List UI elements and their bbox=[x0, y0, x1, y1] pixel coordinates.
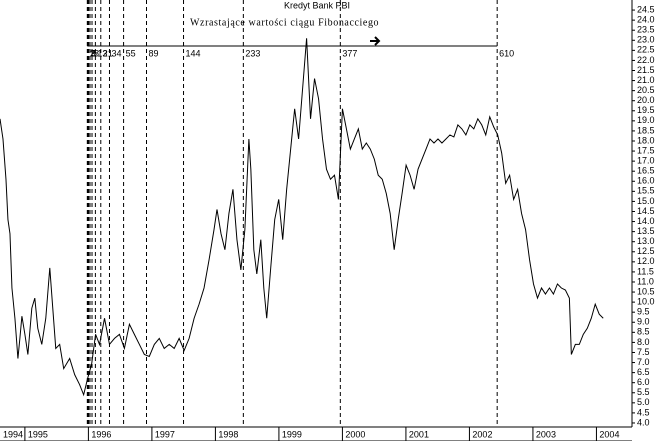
y-tick-label: 9.0 bbox=[637, 317, 650, 327]
y-tick-label: 5.5 bbox=[637, 387, 650, 397]
y-tick-label: 20.0 bbox=[637, 95, 655, 105]
y-tick-label: 11.5 bbox=[637, 266, 654, 276]
x-tick-label: 2003 bbox=[536, 429, 556, 439]
y-tick-label: 18.5 bbox=[637, 125, 655, 135]
fibonacci-label: 34 bbox=[111, 48, 121, 58]
y-tick-label: 22.0 bbox=[637, 55, 655, 65]
y-tick-label: 18.0 bbox=[637, 135, 655, 145]
y-tick-label: 21.0 bbox=[637, 75, 655, 85]
y-tick-label: 10.5 bbox=[637, 286, 655, 296]
x-tick-label: 2002 bbox=[472, 429, 492, 439]
x-tick-label: 1996 bbox=[91, 429, 111, 439]
y-tick-label: 24.0 bbox=[637, 15, 655, 25]
y-tick-label: 23.5 bbox=[637, 25, 655, 35]
price-line bbox=[0, 38, 604, 397]
y-tick-label: 15.0 bbox=[637, 196, 655, 206]
y-tick-label: 5.0 bbox=[637, 397, 650, 407]
y-tick-label: 21.5 bbox=[637, 65, 655, 75]
fibonacci-label: 21 bbox=[103, 48, 113, 58]
y-tick-label: 17.5 bbox=[637, 145, 655, 155]
x-tick-label: 2004 bbox=[599, 429, 619, 439]
fibonacci-label: 610 bbox=[499, 48, 514, 58]
y-tick-label: 12.0 bbox=[637, 256, 655, 266]
x-tick-label: 1994 bbox=[3, 429, 23, 439]
annotation: Wzrastające wartości ciągu Fibonacciego bbox=[190, 17, 379, 28]
chart-title: Kredyt Bank PBI bbox=[284, 0, 350, 10]
fibonacci-label: 13 bbox=[97, 48, 107, 58]
y-tick-label: 14.5 bbox=[637, 206, 655, 216]
x-tick-label: 1995 bbox=[28, 429, 48, 439]
y-tick-label: 4.0 bbox=[637, 417, 650, 427]
x-tick-label: 1999 bbox=[282, 429, 302, 439]
x-tick-label: 1997 bbox=[155, 429, 175, 439]
y-tick-label: 15.5 bbox=[637, 186, 655, 196]
y-tick-label: 9.5 bbox=[637, 307, 650, 317]
fibonacci-label: 5 bbox=[92, 48, 97, 58]
y-tick-label: 16.0 bbox=[637, 176, 655, 186]
fibonacci-label: 55 bbox=[126, 48, 136, 58]
fibonacci-label: 3 bbox=[91, 48, 96, 58]
y-tick-label: 12.5 bbox=[637, 246, 655, 256]
y-tick-label: 4.5 bbox=[637, 407, 650, 417]
y-tick-label: 7.0 bbox=[637, 357, 650, 367]
y-tick-label: 20.5 bbox=[637, 85, 655, 95]
fibonacci-label: 8 bbox=[94, 48, 99, 58]
y-tick-label: 8.0 bbox=[637, 337, 650, 347]
arrow bbox=[370, 36, 381, 46]
y-tick-label: 17.0 bbox=[637, 156, 655, 166]
y-tick-label: 14.0 bbox=[637, 216, 655, 226]
x-tick-label: 2001 bbox=[409, 429, 429, 439]
y-tick-label: 19.0 bbox=[637, 115, 655, 125]
y-tick-label: 22.5 bbox=[637, 45, 655, 55]
y-tick-label: 10.0 bbox=[637, 296, 655, 306]
y-tick-label: 19.5 bbox=[637, 105, 655, 115]
fibonacci-label: 144 bbox=[186, 48, 201, 58]
y-tick-label: 6.5 bbox=[637, 367, 650, 377]
y-tick-label: 11.0 bbox=[637, 276, 654, 286]
y-tick-label: 13.0 bbox=[637, 236, 655, 246]
fibonacci-label: 1 bbox=[89, 48, 94, 58]
x-tick-label: 2000 bbox=[345, 429, 365, 439]
fibonacci-label: 89 bbox=[149, 48, 159, 58]
fibonacci-label: 233 bbox=[245, 48, 260, 58]
y-tick-label: 24.5 bbox=[637, 4, 655, 14]
fibonacci-label: 2 bbox=[90, 48, 95, 58]
y-tick-label: 7.5 bbox=[637, 347, 650, 357]
y-tick-label: 23.0 bbox=[637, 35, 655, 45]
y-tick-label: 8.5 bbox=[637, 327, 650, 337]
y-tick-label: 6.0 bbox=[637, 377, 650, 387]
y-tick-label: 13.5 bbox=[637, 226, 655, 236]
fibonacci-label: 377 bbox=[342, 48, 357, 58]
y-tick-label: 16.5 bbox=[637, 166, 655, 176]
x-tick-label: 1998 bbox=[218, 429, 238, 439]
